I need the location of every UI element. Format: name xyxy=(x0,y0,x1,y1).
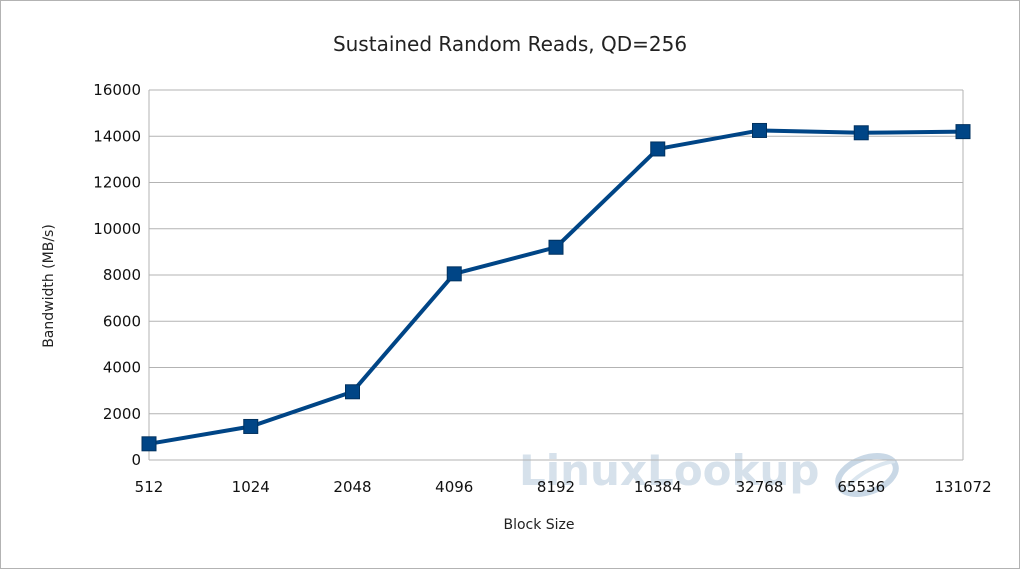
data-point-marker xyxy=(752,122,767,138)
y-tick-label: 4000 xyxy=(103,359,141,377)
series-layer xyxy=(141,122,971,452)
svg-text:LinuxLookup: LinuxLookup xyxy=(519,446,819,495)
y-tick-labels: 0 2000 4000 6000 8000 10000 12000 14000 16000 xyxy=(93,81,141,469)
data-point-marker xyxy=(141,436,157,452)
x-tick-label: 512 xyxy=(135,478,164,496)
y-tick-label: 16000 xyxy=(93,81,141,99)
y-tick-label: 14000 xyxy=(93,127,141,145)
x-axis-title: Block Size xyxy=(503,517,574,533)
x-tick-label: 8192 xyxy=(537,478,575,496)
data-point-marker xyxy=(650,141,666,157)
y-axis-title: Bandwidth (MB/s) xyxy=(41,224,57,348)
data-point-marker xyxy=(853,125,869,141)
chart-title: Sustained Random Reads, QD=256 xyxy=(333,32,687,56)
data-point-marker xyxy=(243,418,259,434)
y-tick-label: 0 xyxy=(131,451,141,469)
y-tick-label: 10000 xyxy=(93,220,141,238)
x-tick-label: 32768 xyxy=(736,478,784,496)
y-tick-label: 2000 xyxy=(103,405,141,423)
x-tick-label: 65536 xyxy=(837,478,885,496)
data-point-marker xyxy=(548,239,564,255)
watermark-logo: LinuxLookup xyxy=(519,446,899,497)
axes xyxy=(148,90,963,461)
x-tick-label: 4096 xyxy=(435,478,473,496)
x-tick-label: 16384 xyxy=(634,478,682,496)
x-tick-label: 2048 xyxy=(333,478,371,496)
x-tick-label: 1024 xyxy=(232,478,270,496)
x-tick-label: 131072 xyxy=(934,478,991,496)
series-line xyxy=(148,128,964,446)
y-tick-label: 6000 xyxy=(103,312,141,330)
y-tick-label: 12000 xyxy=(93,174,141,192)
data-point-marker xyxy=(955,124,971,140)
x-tick-labels: 512 1024 2048 4096 8192 16384 32768 65536 131072 xyxy=(135,478,992,496)
data-point-marker xyxy=(345,384,360,400)
data-point-marker xyxy=(446,266,462,282)
grid-lines xyxy=(149,89,964,461)
y-tick-label: 8000 xyxy=(103,266,141,284)
